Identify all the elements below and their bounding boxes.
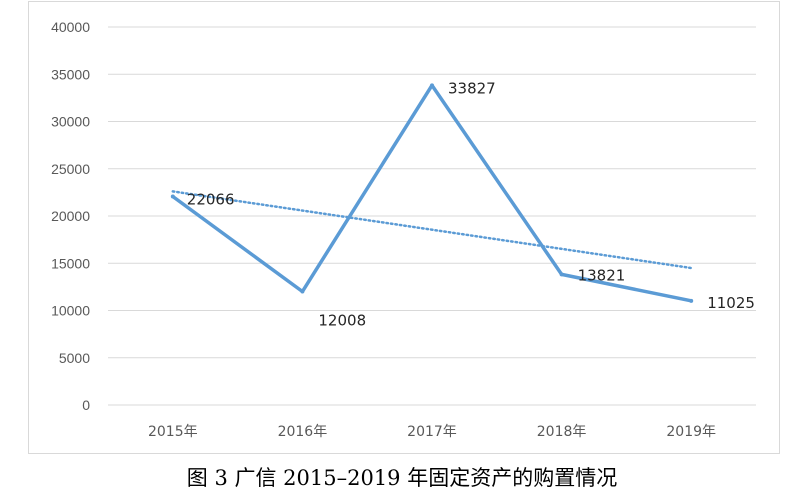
data-point xyxy=(689,298,694,303)
data-point xyxy=(300,289,305,294)
trendline xyxy=(171,190,693,270)
x-tick-label: 2018年 xyxy=(537,424,587,440)
y-tick-label: 25000 xyxy=(51,161,90,177)
figure-caption: 图 3 广信 2015–2019 年固定资产的购置情况 xyxy=(186,466,618,490)
data-label: 22066 xyxy=(187,190,235,208)
chart-frame xyxy=(28,1,780,454)
data-label: 11025 xyxy=(707,294,755,312)
data-label: 13821 xyxy=(578,266,626,284)
y-tick-label: 30000 xyxy=(51,114,90,130)
y-tick-label: 5000 xyxy=(59,350,90,366)
x-tick-label: 2016年 xyxy=(278,424,328,440)
y-tick-label: 15000 xyxy=(51,255,90,271)
y-tick-label: 40000 xyxy=(51,19,90,35)
x-tick-label: 2015年 xyxy=(148,424,198,440)
data-point xyxy=(430,83,434,88)
data-label: 33827 xyxy=(448,79,496,97)
y-tick-label: 35000 xyxy=(51,66,90,82)
x-tick-label: 2019年 xyxy=(666,424,716,440)
data-point xyxy=(170,194,175,199)
y-tick-label: 20000 xyxy=(51,208,90,224)
x-tick-label: 2017年 xyxy=(407,424,457,440)
y-tick-label: 10000 xyxy=(51,303,90,319)
data-point xyxy=(559,272,564,277)
y-tick-label: 0 xyxy=(82,397,90,413)
data-label: 12008 xyxy=(318,312,366,330)
